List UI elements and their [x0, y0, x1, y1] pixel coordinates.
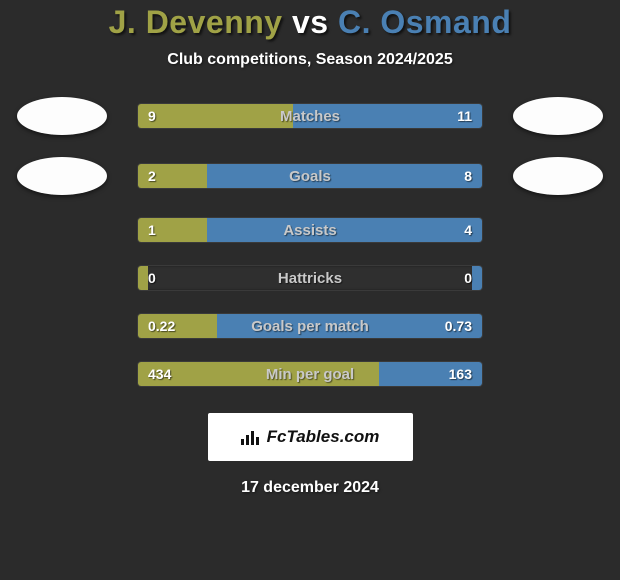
- stat-bar: Goals2 8: [137, 163, 483, 189]
- stat-bar: Goals per match0.22 0.73: [137, 313, 483, 339]
- stat-label: Min per goal: [138, 362, 482, 386]
- player1-avatar: [17, 157, 107, 195]
- stat-bar: Matches9 11: [137, 103, 483, 129]
- stat-value-right: 0: [464, 266, 472, 290]
- stat-label: Assists: [138, 218, 482, 242]
- title-player2: C. Osmand: [338, 4, 511, 40]
- subtitle: Club competitions, Season 2024/2025: [167, 51, 452, 69]
- stat-value-right: 8: [464, 164, 472, 188]
- stat-value-right: 0.73: [445, 314, 472, 338]
- branding-badge: FcTables.com: [208, 413, 413, 461]
- player1-avatar: [17, 97, 107, 135]
- stat-value-right: 11: [457, 104, 472, 128]
- stat-bar: Hattricks0 0: [137, 265, 483, 291]
- comparison-infographic: J. Devenny vs C. Osmand Club competition…: [0, 0, 620, 497]
- title-vs: vs: [283, 4, 338, 40]
- player2-avatar: [513, 157, 603, 195]
- stat-row: Assists1 4: [0, 217, 620, 243]
- stat-row: Goals per match0.22 0.73: [0, 313, 620, 339]
- stat-label: Goals per match: [138, 314, 482, 338]
- stat-value-left: 9: [148, 104, 156, 128]
- date-stamp: 17 december 2024: [241, 479, 379, 497]
- player2-avatar: [513, 97, 603, 135]
- stat-value-right: 163: [449, 362, 472, 386]
- page-title: J. Devenny vs C. Osmand: [109, 4, 512, 41]
- stat-value-left: 1: [148, 218, 156, 242]
- stat-bar: Min per goal434 163: [137, 361, 483, 387]
- stat-bar: Assists1 4: [137, 217, 483, 243]
- stat-label: Goals: [138, 164, 482, 188]
- stat-value-left: 0: [148, 266, 156, 290]
- stat-value-right: 4: [464, 218, 472, 242]
- stat-label: Matches: [138, 104, 482, 128]
- branding-text: FcTables.com: [267, 427, 380, 447]
- stat-row: Goals2 8: [0, 157, 620, 195]
- stat-value-left: 0.22: [148, 314, 175, 338]
- chart-icon: [241, 429, 261, 445]
- stat-row: Min per goal434 163: [0, 361, 620, 387]
- stat-value-left: 434: [148, 362, 171, 386]
- stats-area: Matches9 11 Goals2 8 Assists1 4 Hattricks0 0 Goa…: [0, 97, 620, 409]
- stat-value-left: 2: [148, 164, 156, 188]
- stat-label: Hattricks: [138, 266, 482, 290]
- stat-row: Hattricks0 0: [0, 265, 620, 291]
- stat-row: Matches9 11: [0, 97, 620, 135]
- title-player1: J. Devenny: [109, 4, 283, 40]
